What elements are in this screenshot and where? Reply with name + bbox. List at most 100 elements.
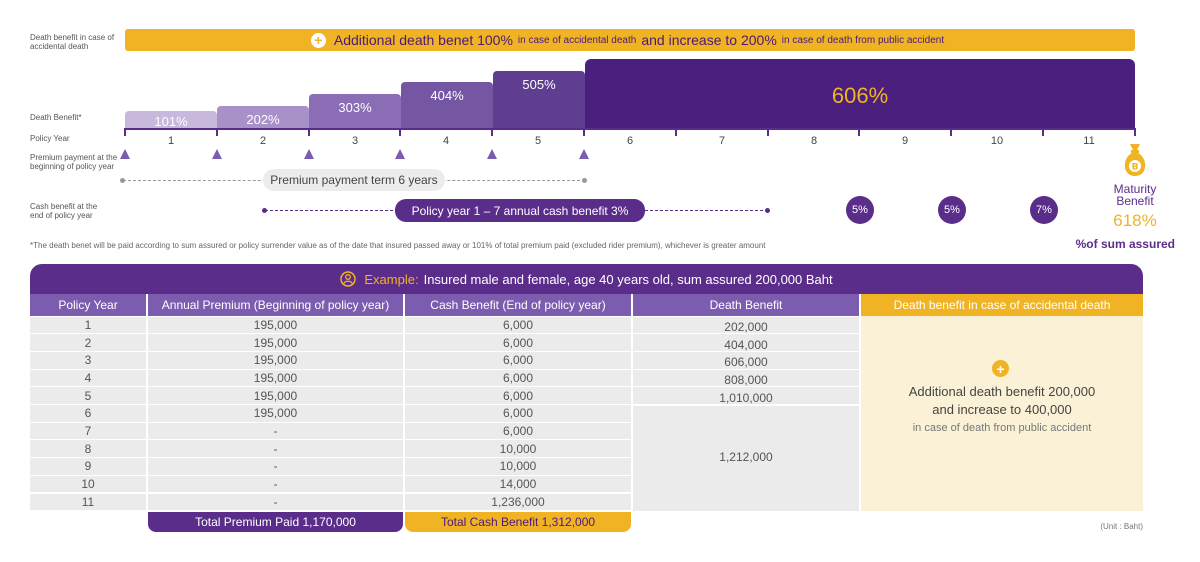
table-cell: 11 <box>81 494 95 509</box>
accidental-death-band: + Additional death benet 100% in case of… <box>125 29 1135 51</box>
table-cell: - <box>273 441 278 456</box>
row-background <box>633 334 859 351</box>
death-benefit-rest: 1,212,000 <box>719 449 773 464</box>
example-header: Example: Insured male and female, age 40… <box>30 264 1143 294</box>
row-background <box>148 458 403 475</box>
label-premium-payment: Premium payment at the beginning of poli… <box>30 153 118 171</box>
row-background <box>405 334 631 351</box>
table-cell: - <box>273 494 278 509</box>
premium-term-pill: Premium payment term 6 years <box>263 169 445 191</box>
policy-year-label: 2 <box>259 135 267 147</box>
axis-tick <box>124 128 126 136</box>
policy-year-label: 9 <box>901 135 909 147</box>
table-cell: 8 <box>84 441 92 456</box>
svg-text:B: B <box>1132 163 1139 173</box>
col-annual-premium: Annual Premium (Beginning of policy year… <box>148 294 403 316</box>
death-step-label: 606% <box>831 83 889 108</box>
row-background <box>405 493 631 511</box>
table-cell: 195,000 <box>253 388 298 403</box>
table-cell: 6 <box>84 406 92 421</box>
money-bag-icon: B <box>1120 140 1150 180</box>
row-background <box>633 369 859 387</box>
col-policy-year: Policy Year <box>30 294 146 316</box>
label-death-benefit: Death Benefit* <box>30 113 82 122</box>
table-cell: - <box>273 459 278 474</box>
premium-triangle-icon <box>579 149 589 159</box>
row-background <box>405 387 631 404</box>
premium-term-start-dot <box>120 178 125 183</box>
footnote: *The death benet will be paid according … <box>30 241 766 250</box>
row-background <box>30 440 146 458</box>
accidental-line2: and increase to 400,000 <box>932 402 1072 417</box>
accidental-merged-cell <box>861 316 1143 511</box>
row-background <box>148 369 403 387</box>
row-background <box>633 316 859 334</box>
table-cell: 2 <box>84 335 92 350</box>
table-cell: 10 <box>81 477 95 492</box>
band-part1: Additional death benet 100% <box>333 32 513 48</box>
table-cell: 6,000 <box>502 317 534 332</box>
table-cell: 1,010,000 <box>719 390 773 405</box>
person-icon <box>340 271 357 287</box>
premium-triangle-icon <box>120 149 130 159</box>
premium-term-end-dot <box>582 178 587 183</box>
table-cell: 195,000 <box>253 370 298 385</box>
policy-year-label: 10 <box>990 135 1004 147</box>
cash-benefit-pill: Policy year 1 – 7 annual cash benefit 3% <box>395 199 645 222</box>
row-background <box>30 405 146 422</box>
premium-triangle-icon <box>212 149 222 159</box>
table-cell: 6,000 <box>502 353 534 368</box>
cash-benefit-start-dot <box>262 208 267 213</box>
table-cell: 6,000 <box>502 335 534 350</box>
axis-tick <box>767 128 769 136</box>
row-background <box>405 475 631 493</box>
cash-benefit-end-dot <box>765 208 770 213</box>
row-background <box>148 387 403 404</box>
table-cell: 404,000 <box>724 337 768 352</box>
cash-circle-year9: 5% <box>846 196 874 224</box>
total-premium: Total Premium Paid 1,170,000 <box>148 512 403 532</box>
table-cell: 195,000 <box>253 353 298 368</box>
col-death-benefit: Death Benefit <box>633 294 859 316</box>
total-cash: Total Cash Benefit 1,312,000 <box>405 512 631 532</box>
table-cell: 5 <box>84 388 92 403</box>
row-background <box>405 405 631 422</box>
axis-tick <box>950 128 952 136</box>
policy-year-label: 11 <box>1083 135 1095 147</box>
band-part4: in case of death from public accident <box>781 34 945 46</box>
table-cell: 6,000 <box>502 370 534 385</box>
axis-tick <box>1042 128 1044 136</box>
example-label: Example: <box>364 271 419 287</box>
policy-year-label: 4 <box>442 135 450 147</box>
row-background <box>405 369 631 387</box>
accidental-line1: Additional death benefit 200,000 <box>908 384 1096 399</box>
maturity-unit: %of sum assured <box>1075 237 1175 251</box>
unit-label: (Unit : Baht) <box>1100 522 1143 531</box>
death-step-label: 303% <box>338 100 372 115</box>
row-background <box>405 316 631 334</box>
row-background <box>405 351 631 369</box>
axis-tick <box>583 128 585 136</box>
policy-year-label: 7 <box>718 135 726 147</box>
death-step-year-1: 101% <box>125 111 217 129</box>
row-background <box>30 475 146 493</box>
axis-tick <box>858 128 860 136</box>
policy-year-label: 1 <box>167 135 175 147</box>
example-text: Insured male and female, age 40 years ol… <box>423 271 833 287</box>
row-background <box>148 316 403 334</box>
table-cell: 3 <box>84 353 92 368</box>
policy-year-label: 5 <box>534 135 542 147</box>
row-background <box>633 387 859 404</box>
policy-year-axis <box>125 128 1135 130</box>
band-part3: and increase to 200% <box>641 32 777 48</box>
plus-icon: + <box>992 360 1009 377</box>
table-cell: 4 <box>84 370 92 385</box>
row-background <box>148 334 403 351</box>
table-cell: 6,000 <box>502 388 534 403</box>
row-background <box>30 316 146 334</box>
policy-year-label: 3 <box>351 135 359 147</box>
axis-tick <box>308 128 310 136</box>
cash-circle-year10: 5% <box>938 196 966 224</box>
table-cell: 808,000 <box>724 372 768 387</box>
premium-triangle-icon <box>395 149 405 159</box>
